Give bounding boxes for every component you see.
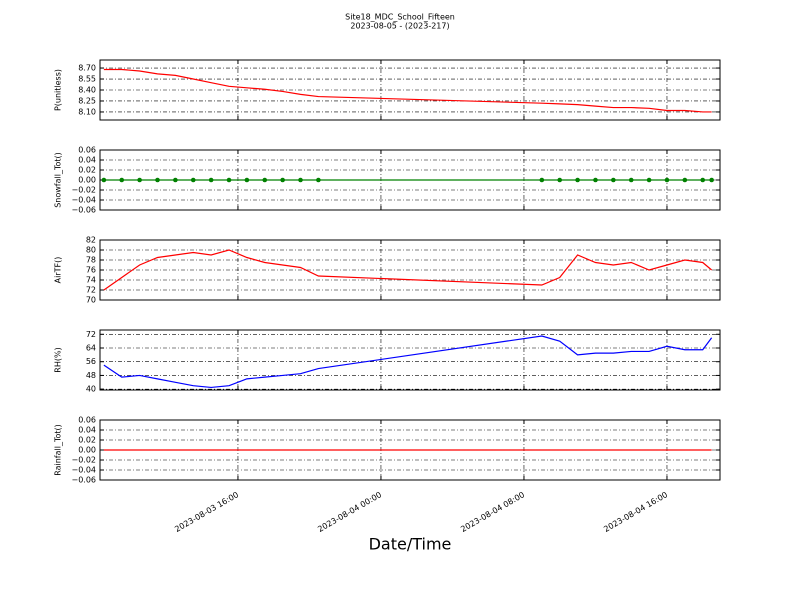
data-point: [137, 177, 142, 183]
y-tick-label: 48: [86, 371, 96, 380]
plot-frame: [99, 149, 721, 211]
data-point: [700, 177, 706, 183]
y-tick-label: 82: [86, 236, 96, 245]
data-line: [103, 335, 713, 389]
y-tick-label: 0.02: [78, 436, 96, 445]
data-point: [539, 177, 545, 183]
y-axis-label: AirTF(): [54, 257, 63, 284]
chart-title: Site18_MDC_School_Fifteen: [345, 13, 455, 22]
data-line: [103, 68, 712, 113]
data-point: [101, 177, 107, 183]
plot-frame: [99, 329, 721, 391]
y-tick-label: −0.04: [71, 466, 96, 475]
y-tick-label: 0.06: [78, 416, 96, 425]
data-point: [280, 177, 285, 183]
data-point: [709, 177, 714, 183]
y-axis-label: Rainfall_Tot(): [54, 424, 63, 476]
y-tick-label: 72: [86, 330, 96, 339]
data-point: [244, 177, 250, 183]
y-tick-label: −0.06: [71, 476, 96, 485]
data-point: [664, 177, 670, 183]
data-point: [316, 177, 321, 183]
y-tick-label: 8.40: [78, 86, 96, 95]
data-point: [208, 177, 214, 183]
y-tick-label: 8.55: [78, 75, 96, 84]
data-point: [557, 177, 563, 183]
data-point: [226, 177, 232, 183]
y-tick-label: 8.70: [78, 64, 96, 73]
y-tick-label: −0.04: [71, 196, 96, 205]
y-tick-label: 8.25: [78, 96, 96, 105]
y-tick-label: 0.04: [78, 156, 96, 165]
y-tick-label: 56: [86, 357, 96, 366]
y-tick-label: −0.06: [71, 206, 96, 215]
data-point: [190, 177, 196, 183]
data-point: [119, 177, 125, 183]
y-tick-label: −0.02: [71, 456, 96, 465]
y-tick-label: 40: [86, 385, 96, 394]
y-tick-label: 8.10: [78, 107, 96, 116]
x-axis-label: Date/Time: [369, 535, 452, 554]
y-axis-label: RH(%): [54, 347, 63, 372]
data-point: [611, 177, 616, 183]
data-point: [628, 177, 634, 183]
data-point: [575, 177, 580, 183]
plot-frame: [99, 419, 721, 481]
y-tick-label: 76: [86, 266, 96, 275]
y-tick-label: 0.00: [78, 446, 96, 455]
chart-subtitle: 2023-08-05 - (2023-217): [350, 22, 449, 31]
y-tick-label: 80: [86, 246, 96, 255]
data-point: [298, 177, 303, 183]
data-point: [262, 177, 268, 183]
y-axis-label: P(unitless): [54, 69, 63, 111]
y-tick-label: 64: [86, 344, 96, 353]
y-tick-label: 0.02: [78, 166, 96, 175]
y-tick-label: 72: [86, 286, 96, 295]
data-line: [103, 249, 713, 291]
y-tick-label: 70: [86, 296, 96, 305]
data-point: [682, 177, 688, 183]
y-tick-label: 0.04: [78, 426, 96, 435]
data-point: [155, 177, 160, 183]
y-tick-label: 74: [86, 276, 96, 285]
data-point: [646, 177, 652, 183]
plot-frame: [99, 59, 721, 121]
y-tick-label: 0.00: [78, 176, 96, 185]
y-axis-label: Snowfall_Tot(): [54, 152, 63, 208]
data-point: [173, 177, 178, 183]
y-tick-label: 78: [86, 256, 96, 265]
y-tick-label: 0.06: [78, 146, 96, 155]
plot-frame: [99, 239, 721, 301]
y-tick-label: −0.02: [71, 186, 96, 195]
data-point: [593, 177, 598, 183]
